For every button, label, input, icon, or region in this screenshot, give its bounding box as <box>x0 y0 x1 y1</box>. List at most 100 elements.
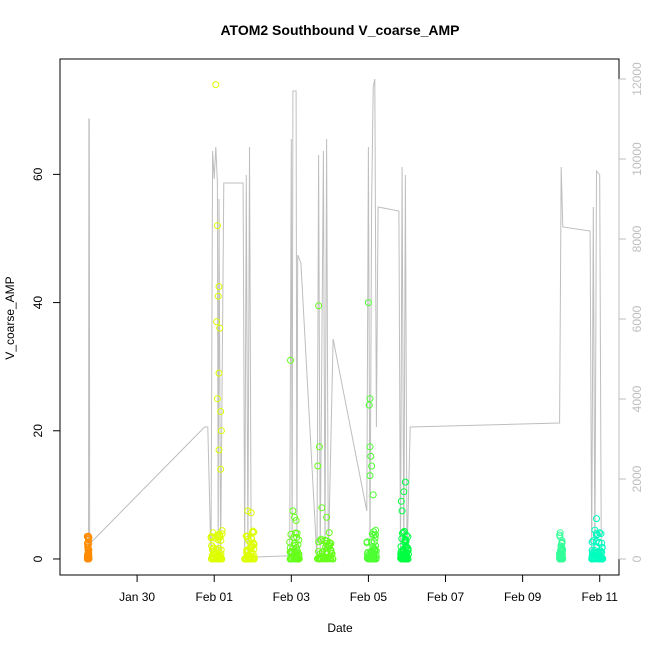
data-point <box>244 535 252 543</box>
data-point <box>217 427 225 435</box>
data-point <box>369 555 377 563</box>
data-point <box>365 401 373 409</box>
data-point <box>84 555 92 563</box>
x-tick-label: Feb 11 <box>581 590 618 604</box>
data-point <box>593 515 600 523</box>
y2-tick-label: 4000 <box>630 385 644 412</box>
data-point <box>557 542 565 550</box>
data-point <box>85 533 93 541</box>
data-point <box>597 530 605 538</box>
data-point <box>295 555 303 563</box>
data-point <box>364 299 372 307</box>
data-point <box>588 538 596 546</box>
data-point <box>325 529 333 537</box>
data-point <box>214 292 222 300</box>
y-tick-label: 0 <box>31 555 45 562</box>
y2-tick-label: 0 <box>630 555 644 562</box>
data-point <box>401 478 409 486</box>
y-tick-label: 60 <box>31 167 45 181</box>
data-point <box>588 548 596 556</box>
data-point <box>85 552 92 560</box>
data-point <box>84 533 92 540</box>
data-point <box>289 507 297 515</box>
data-point <box>212 81 220 89</box>
y-axis-label: V_coarse_AMP <box>3 276 17 359</box>
data-point <box>213 222 221 230</box>
data-point <box>363 539 371 547</box>
data-point <box>372 542 380 550</box>
y2-tick-label: 10000 <box>630 142 644 176</box>
y-tick-label: 20 <box>31 424 45 438</box>
y-tick-label: 40 <box>31 296 45 310</box>
data-point <box>400 488 408 496</box>
plot-frame <box>59 58 620 576</box>
x-tick-label: Feb 01 <box>196 590 234 604</box>
x-tick-label: Feb 07 <box>427 590 465 604</box>
points-layer <box>83 81 607 563</box>
data-point <box>217 465 225 473</box>
y-axis: 0 20 40 60 <box>31 167 61 562</box>
data-point <box>557 551 565 559</box>
data-point <box>290 533 298 541</box>
data-point <box>249 555 257 563</box>
data-point <box>218 555 226 563</box>
data-point <box>317 554 325 562</box>
data-point <box>366 472 374 480</box>
data-point <box>598 555 606 563</box>
data-point <box>367 538 375 546</box>
data-point <box>589 537 597 545</box>
x-tick-label: Jan 30 <box>119 590 155 604</box>
data-point <box>556 549 564 557</box>
y2-tick-label: 8000 <box>630 225 644 252</box>
data-point <box>321 536 329 544</box>
data-point <box>397 497 405 505</box>
chart-title: ATOM2 Southbound V_coarse_AMP <box>220 22 459 38</box>
data-point <box>404 555 412 563</box>
data-point <box>215 446 223 454</box>
data-point <box>216 533 224 541</box>
x-tick-label: Feb 05 <box>350 590 388 604</box>
x-axis: Jan 30 Feb 01 Feb 03 Feb 05 Feb 07 Feb 09 Feb … <box>119 574 618 604</box>
data-point <box>329 555 337 563</box>
data-point <box>369 491 377 499</box>
data-point <box>366 395 374 403</box>
data-point <box>323 513 331 521</box>
data-point <box>215 283 223 291</box>
data-point <box>215 369 223 377</box>
data-point <box>247 555 255 563</box>
data-point <box>366 553 374 561</box>
data-point <box>398 529 406 537</box>
data-point <box>84 541 92 549</box>
y2-tick-label: 2000 <box>630 465 644 492</box>
y2-tick-label: 12000 <box>630 62 644 96</box>
data-point <box>597 548 605 556</box>
y2-axis: 0 2000 4000 6000 8000 10000 12000 <box>618 62 644 562</box>
data-point <box>372 531 379 539</box>
data-point <box>558 543 566 551</box>
data-point <box>314 462 322 470</box>
secondary-series-layer <box>87 78 602 560</box>
data-point <box>318 504 326 512</box>
data-point <box>315 443 323 451</box>
data-point <box>208 542 216 550</box>
data-point <box>323 544 331 551</box>
data-point <box>368 462 376 470</box>
data-point <box>398 507 406 515</box>
data-point <box>287 356 294 364</box>
data-point <box>367 452 375 460</box>
data-point <box>292 553 300 561</box>
data-point <box>404 533 412 541</box>
data-point <box>250 545 258 553</box>
data-point <box>293 529 301 537</box>
data-point <box>366 443 374 451</box>
data-point <box>315 302 323 310</box>
data-point <box>286 538 294 546</box>
data-point <box>370 546 378 554</box>
data-point <box>324 542 332 550</box>
data-point <box>216 324 224 332</box>
x-tick-label: Feb 09 <box>504 590 542 604</box>
data-point <box>214 531 222 539</box>
data-point <box>244 532 252 540</box>
data-point <box>84 543 92 551</box>
